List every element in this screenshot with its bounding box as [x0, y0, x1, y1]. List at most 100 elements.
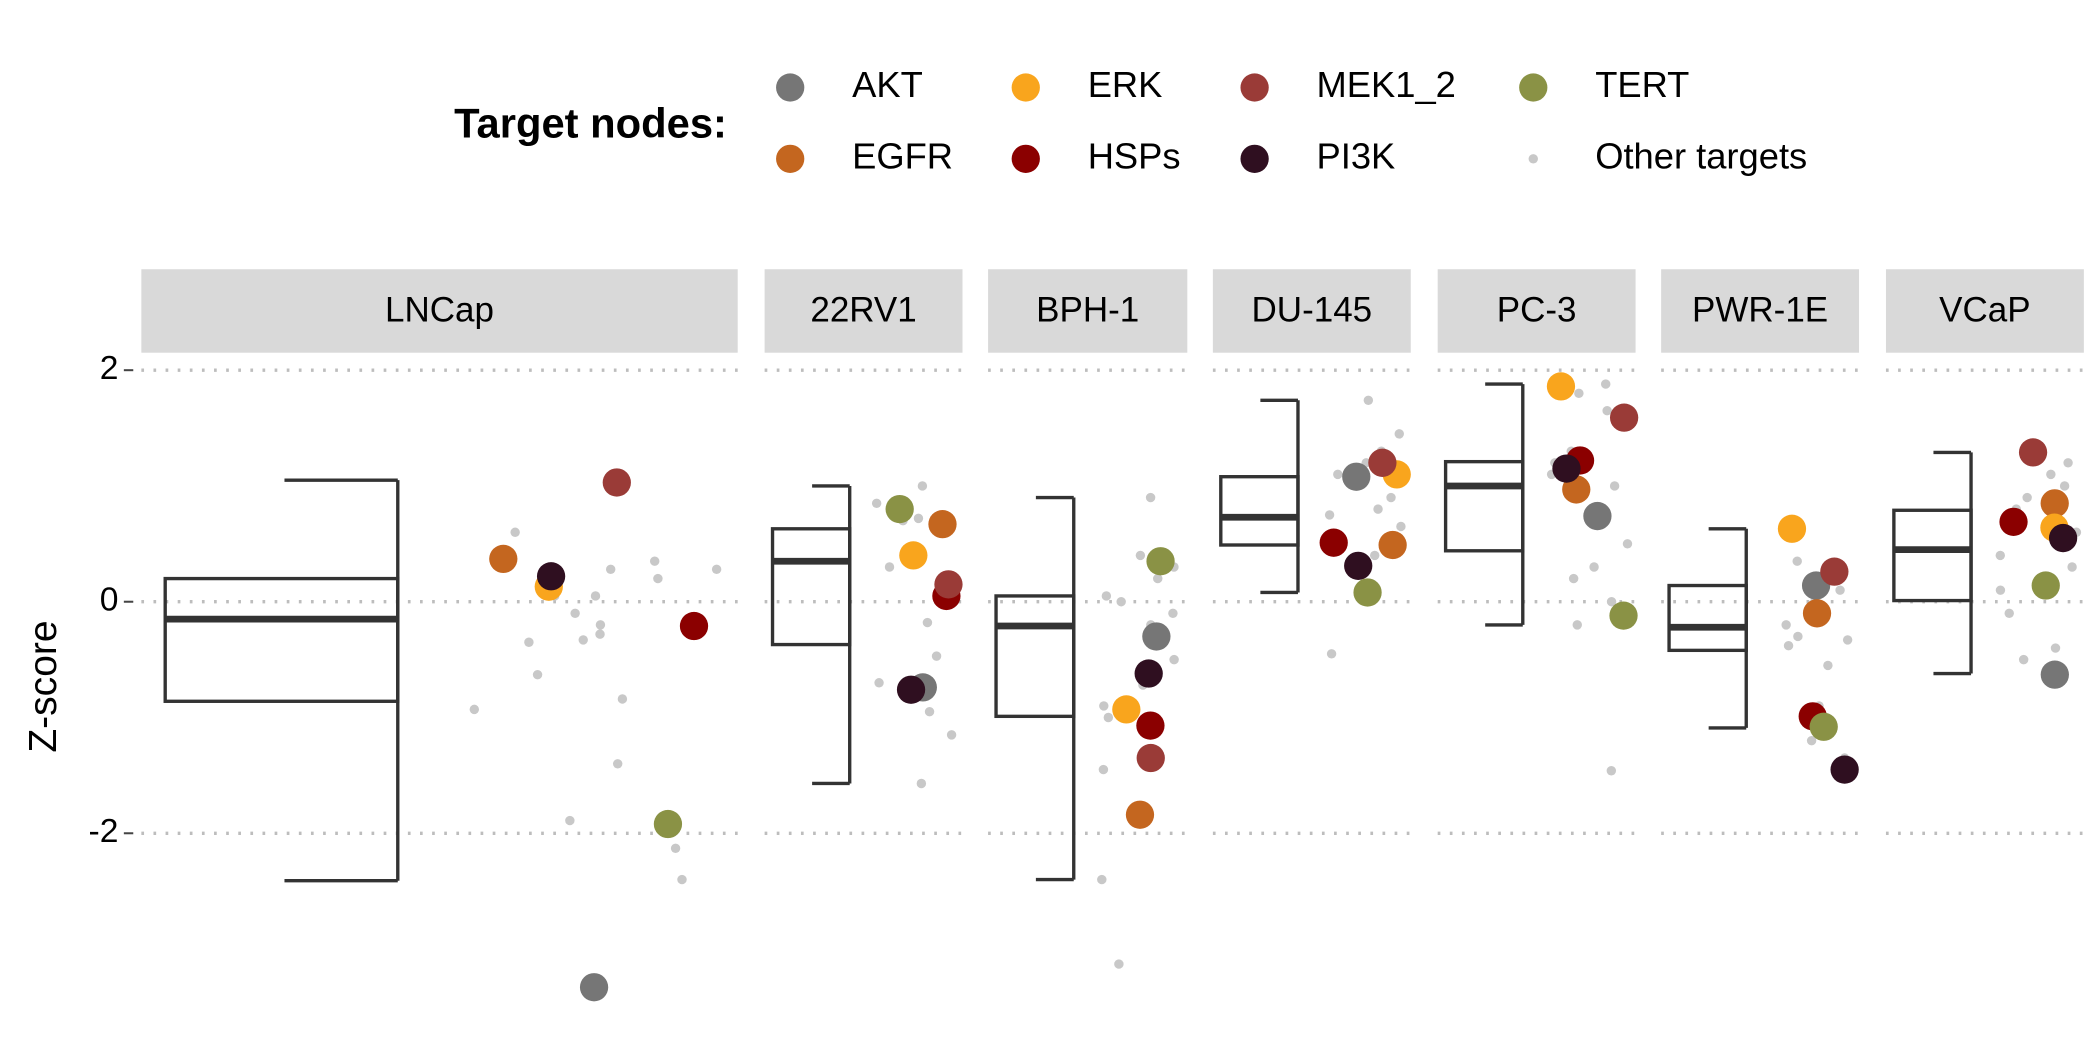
strip: [988, 269, 1188, 353]
other-point: [1792, 556, 1802, 566]
target-point: [1830, 755, 1859, 784]
target-point: [885, 494, 914, 524]
other-point: [617, 694, 628, 704]
other-point: [1781, 620, 1791, 630]
other-point: [670, 843, 681, 854]
y-tick-label: 0: [100, 582, 119, 619]
other-point: [884, 562, 895, 572]
other-point: [1145, 492, 1156, 503]
legend-key: [1519, 73, 1548, 102]
target-point: [1368, 448, 1397, 477]
target-point: [653, 809, 683, 839]
target-point: [1353, 578, 1382, 607]
other-point: [1168, 608, 1178, 619]
strip: [141, 269, 738, 353]
target-point: [1136, 711, 1165, 740]
other-point: [1842, 635, 1853, 645]
other-point: [2046, 469, 2056, 480]
other-point: [1370, 550, 1380, 561]
other-point: [565, 815, 575, 826]
other-point: [1609, 481, 1620, 491]
box: [994, 594, 1076, 719]
legend-title: Target nodes:: [454, 100, 727, 147]
other-point: [2063, 458, 2073, 468]
legend-key: [1528, 154, 1538, 164]
legend-label: HSPs: [1088, 135, 1181, 176]
other-point: [1114, 959, 1124, 969]
box: [1667, 583, 1748, 653]
box: [1219, 475, 1300, 547]
other-point: [595, 620, 606, 630]
other-point: [1324, 510, 1335, 520]
other-point: [874, 678, 884, 688]
strip-label: VCaP: [1939, 291, 2030, 330]
target-point: [602, 468, 631, 497]
target-point: [1125, 800, 1155, 829]
target-point: [679, 611, 709, 641]
other-point: [1099, 701, 1109, 711]
other-point: [532, 669, 543, 680]
strip-label: LNCap: [385, 291, 494, 330]
other-point: [922, 617, 933, 628]
other-point: [612, 759, 623, 769]
other-point: [677, 874, 687, 885]
other-point: [1169, 654, 1179, 665]
other-point: [1153, 573, 1163, 584]
target-point: [1146, 547, 1175, 576]
target-point: [579, 973, 609, 1002]
other-point: [1606, 766, 1617, 776]
legend-label: MEK1_2: [1317, 64, 1456, 105]
target-point: [2031, 571, 2060, 600]
box: [770, 527, 852, 647]
target-point: [2040, 660, 2069, 689]
legend-key: [1011, 73, 1040, 102]
other-point: [1823, 660, 1833, 671]
strip: [1212, 269, 1411, 353]
target-point: [1809, 712, 1838, 741]
target-point: [1820, 557, 1849, 586]
other-point: [1326, 649, 1337, 659]
other-point: [1783, 641, 1794, 651]
other-point: [924, 707, 935, 717]
other-point: [1097, 874, 1107, 885]
y-tick-label: -2: [89, 813, 119, 850]
target-point: [1583, 501, 1612, 531]
legend-key: [1240, 73, 1269, 102]
legend-key: [1240, 144, 1269, 173]
target-point: [1609, 403, 1639, 432]
other-point: [1602, 406, 1612, 416]
other-point: [605, 564, 616, 575]
other-point: [916, 778, 927, 789]
other-point: [2022, 492, 2032, 503]
target-point: [1142, 622, 1171, 651]
strip: [764, 269, 963, 353]
target-point: [1999, 507, 2028, 536]
other-point: [871, 498, 882, 509]
other-point: [1572, 620, 1582, 630]
other-point: [931, 651, 942, 661]
other-point: [1793, 631, 1803, 642]
target-point: [489, 544, 518, 574]
target-point: [2048, 523, 2078, 553]
target-point: [1344, 551, 1373, 580]
other-point: [1622, 539, 1633, 549]
box: [1892, 508, 1973, 603]
other-point: [1589, 562, 1599, 572]
strip: [1885, 269, 2084, 353]
target-point: [1546, 372, 1576, 401]
legend-label: AKT: [852, 64, 923, 105]
other-point: [510, 527, 520, 537]
legend-key: [776, 73, 805, 102]
target-point: [1319, 528, 1348, 557]
other-point: [1574, 388, 1584, 399]
box: [163, 576, 400, 703]
strip-label: PC-3: [1497, 291, 1577, 330]
strip-label: DU-145: [1252, 291, 1373, 330]
other-point: [2004, 608, 2014, 619]
other-point: [1363, 395, 1374, 406]
other-point: [578, 635, 588, 645]
other-point: [1396, 521, 1406, 532]
legend-label: TERT: [1595, 64, 1689, 105]
other-point: [2059, 481, 2070, 491]
target-point: [1802, 599, 1832, 628]
